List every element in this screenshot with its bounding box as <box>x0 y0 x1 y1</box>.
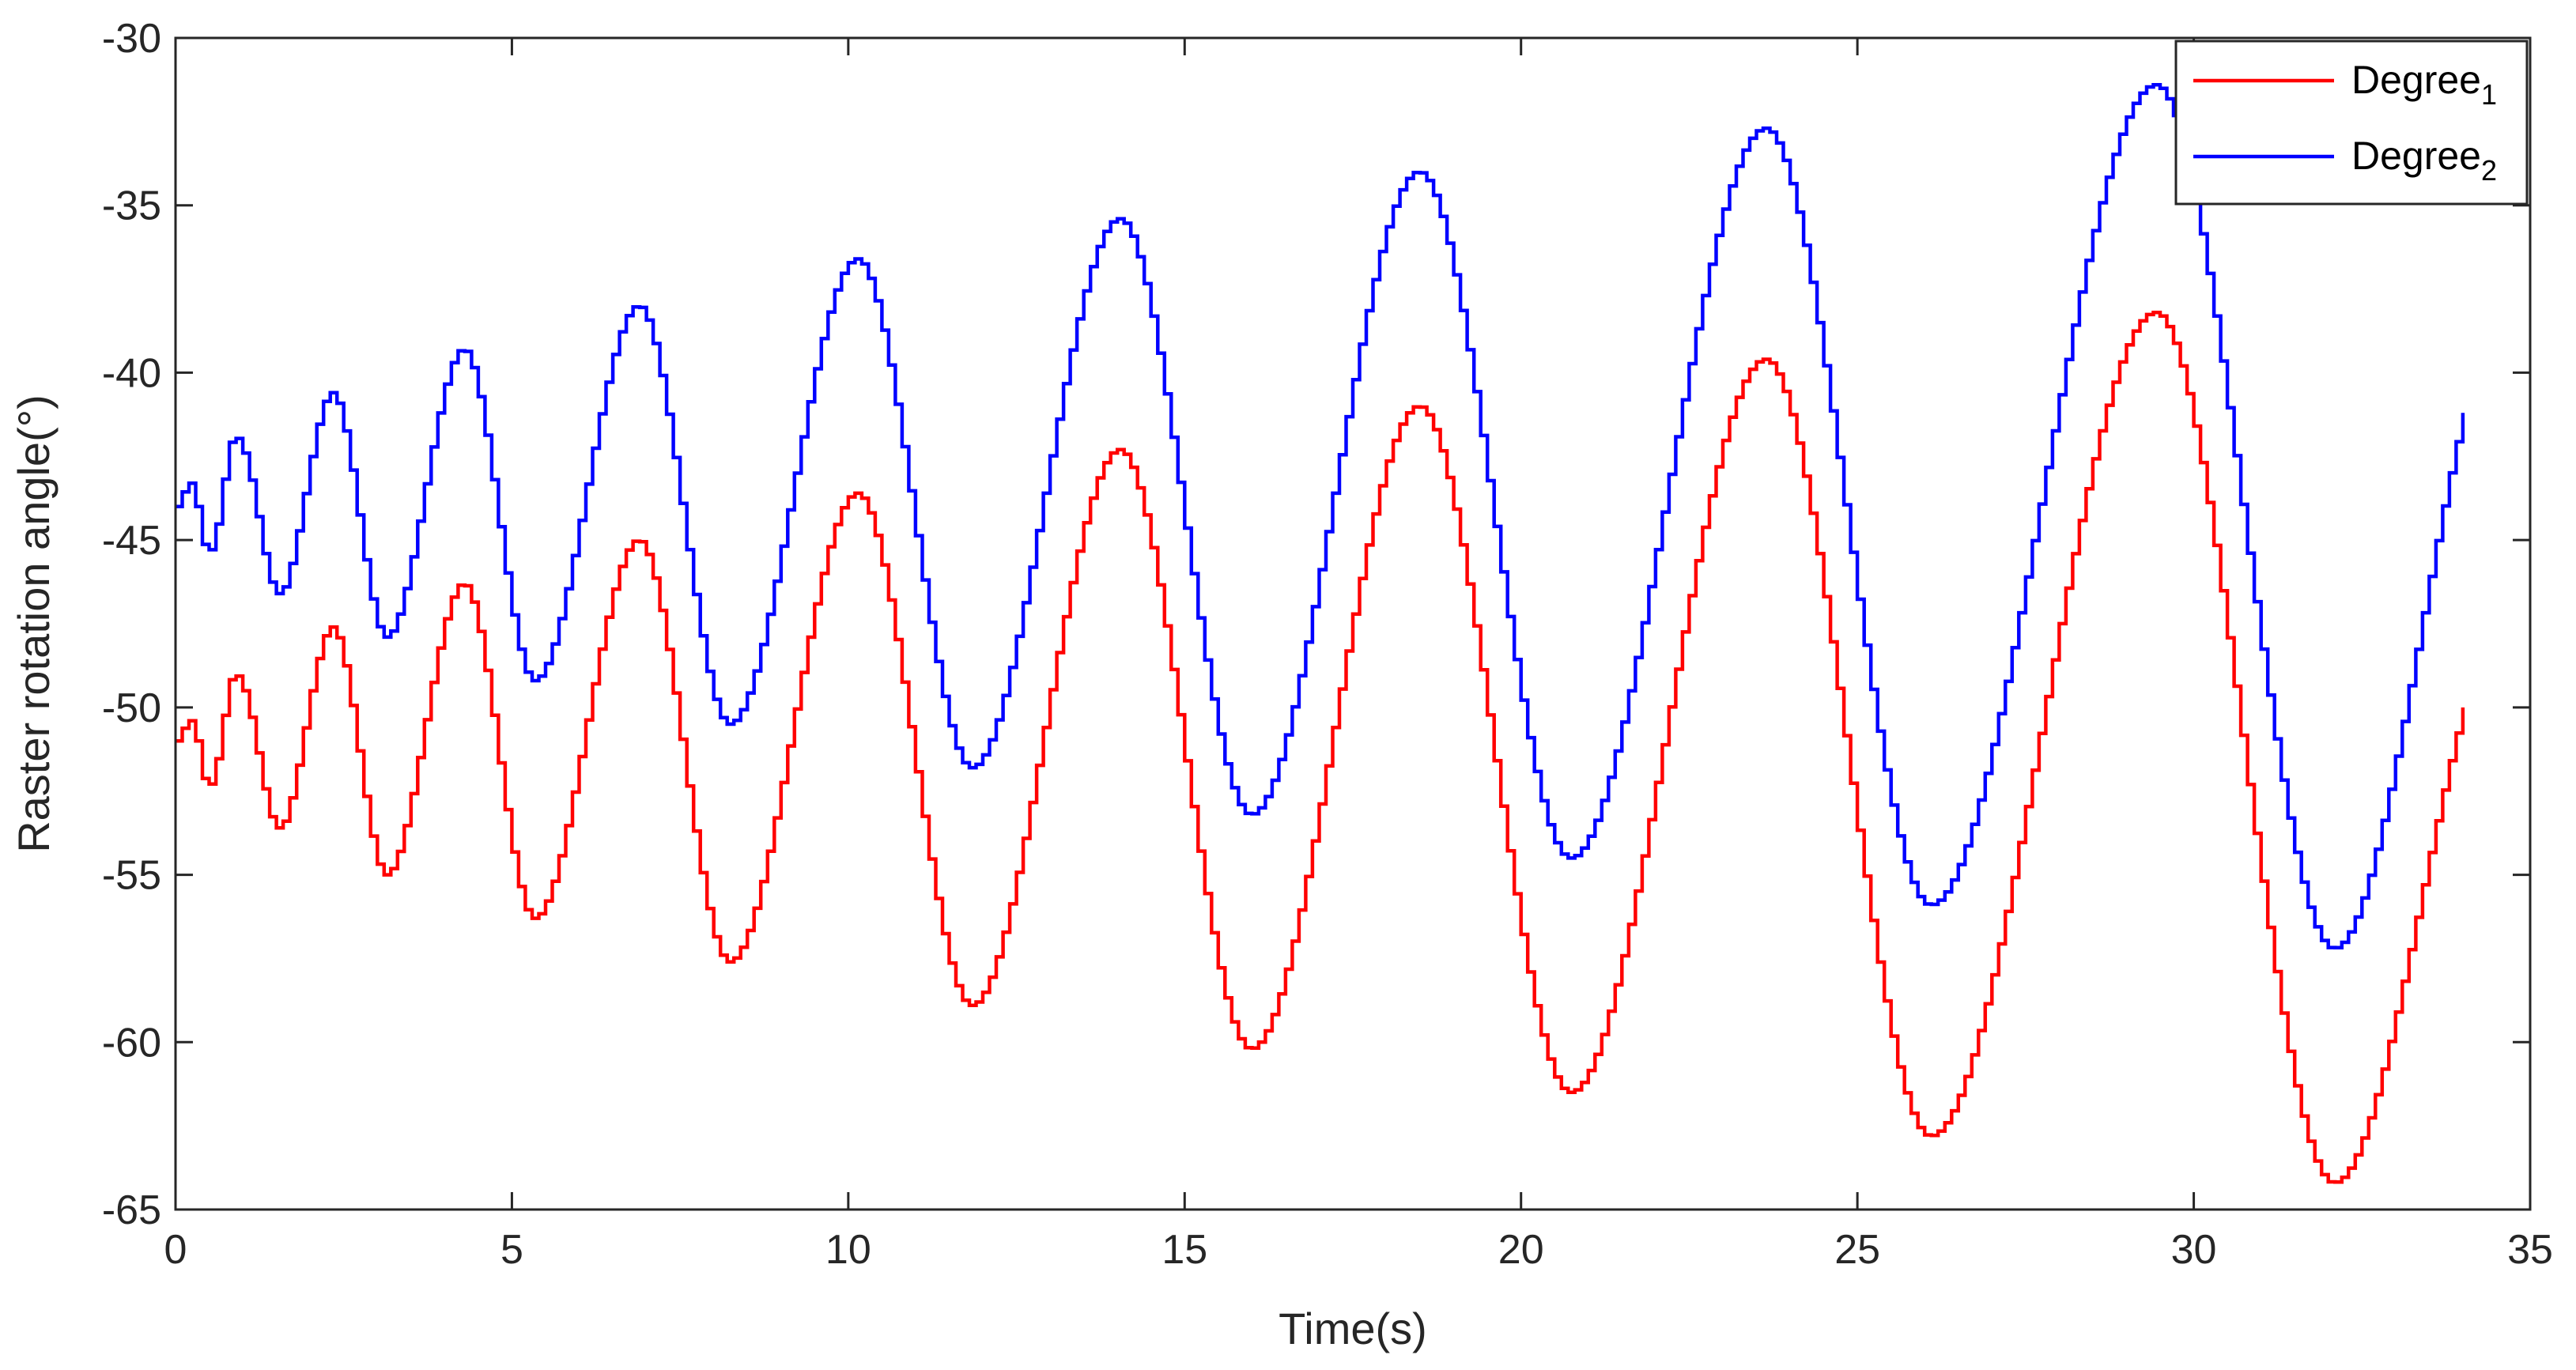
y-tick-label: -35 <box>102 183 161 229</box>
y-tick-label: -60 <box>102 1020 161 1066</box>
series-line-1 <box>176 310 2465 1184</box>
legend-label-text: Degree <box>2351 58 2481 102</box>
legend-label-subscript: 2 <box>2481 154 2497 187</box>
y-axis-ticks: -30 -35 -40 -45 -50 -55 -60 -65 <box>102 16 2530 1233</box>
x-tick-label: 30 <box>2171 1227 2217 1273</box>
x-tick-label: 5 <box>500 1227 523 1273</box>
legend-label-2: Degree2 <box>2351 134 2497 187</box>
x-tick-label: 15 <box>1161 1227 1207 1273</box>
y-tick-label: -40 <box>102 350 161 396</box>
plot-frame <box>174 36 2532 1211</box>
legend-label-text: Degree <box>2351 134 2481 178</box>
x-tick-label: 10 <box>825 1227 871 1273</box>
legend-label-subscript: 1 <box>2481 78 2497 111</box>
y-tick-label: -55 <box>102 853 161 899</box>
x-tick-label: 20 <box>1498 1227 1544 1273</box>
x-tick-label: 25 <box>1834 1227 1880 1273</box>
y-axis-label: Raster rotation angle(°) <box>9 394 59 853</box>
x-tick-label: 0 <box>164 1227 187 1273</box>
x-axis-label: Time(s) <box>1279 1304 1427 1353</box>
legend-box <box>2174 40 2529 206</box>
x-axis-ticks: 0 5 10 15 20 25 30 35 <box>164 38 2553 1273</box>
plot-lines <box>176 83 2465 1184</box>
series-line-2 <box>176 83 2465 950</box>
y-tick-label: -50 <box>102 685 161 731</box>
x-tick-label: 35 <box>2507 1227 2553 1273</box>
y-tick-label: -65 <box>102 1187 161 1233</box>
legend-label-1: Degree1 <box>2351 58 2497 111</box>
y-tick-label: -45 <box>102 518 161 564</box>
y-tick-label: -30 <box>102 16 161 62</box>
